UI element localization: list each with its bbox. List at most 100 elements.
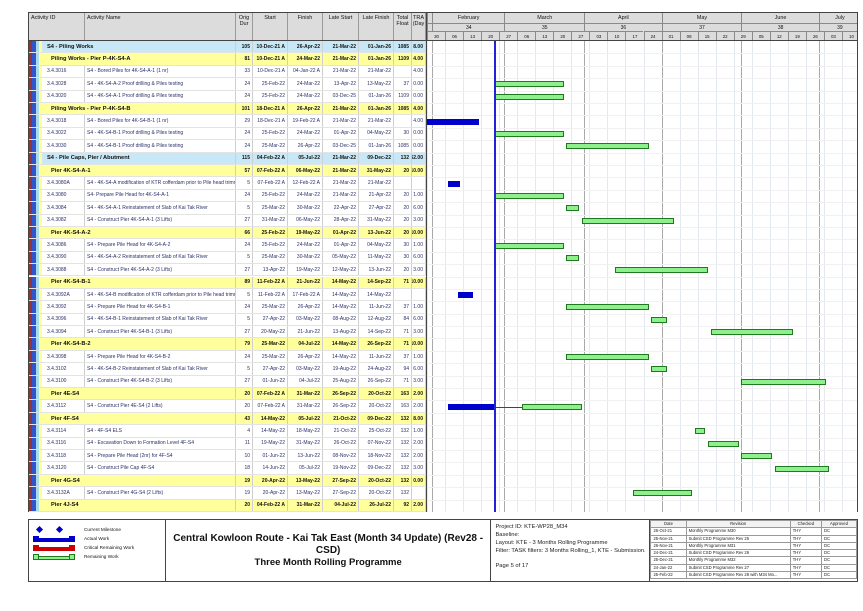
cell-late-start: 21-Mar-22 <box>323 164 359 177</box>
band-stripe <box>35 177 39 189</box>
cell-late-finish: 27-Apr-22 <box>359 202 394 214</box>
gantt-chart-area <box>426 41 857 512</box>
band-stripe <box>32 251 36 264</box>
timeline-month-label: March <box>504 13 584 23</box>
band-stripe <box>29 326 33 338</box>
revision-row: 25-Dec-21 Monthly Programme M32 THY DC <box>650 556 857 565</box>
group-band-stripes <box>29 78 42 90</box>
revision-column-header: Checked <box>789 520 822 529</box>
cell-start: 14-Jun-22 <box>253 462 288 474</box>
band-stripe <box>35 400 39 412</box>
band-stripe <box>29 264 33 276</box>
revision-cell: 25-Dec-21 <box>650 556 687 565</box>
band-stripe <box>32 214 36 226</box>
band-stripe <box>38 127 42 140</box>
group-band-stripes <box>29 115 42 127</box>
cell-tra: 4.00 <box>412 115 426 127</box>
cell-finish: 19-May-22 <box>288 264 323 276</box>
cell-tra: 1.00 <box>412 301 426 313</box>
cell-activity-id: 3.4.3080A <box>42 177 85 189</box>
band-stripe <box>32 127 36 140</box>
cell-activity-id: 3.4.3088 <box>42 264 85 276</box>
cell-band-name: Pier 4F-S4 <box>42 412 236 425</box>
band-stripe <box>35 450 39 462</box>
cell-total-float: 1085 <box>394 140 412 152</box>
table-row: 3.4.3088 S4 - Construct Pier 4K-S4-A-2 (3… <box>29 264 426 277</box>
table-row: 3.4.3118 S4 - Prepare Pile Head (2nr) for… <box>29 450 426 463</box>
band-stripe <box>35 363 39 375</box>
cell-late-finish: 04-May-22 <box>359 127 394 140</box>
group-band-stripes <box>29 425 42 437</box>
cell-total-float: 84 <box>394 313 412 326</box>
cell-late-finish: 01-Jan-26 <box>359 140 394 152</box>
schedule-table: Activity ID Activity Name Orig Dur Start Fin… <box>28 12 858 512</box>
table-row: 3.4.3086 S4 - Prepare Pile Head for 4K-S4… <box>29 239 426 252</box>
band-stripe <box>38 462 42 474</box>
gridline-row <box>427 338 857 340</box>
legend-bar-cap <box>69 535 75 542</box>
cell-late-start: 21-Oct-22 <box>323 412 359 425</box>
group-band-stripes <box>29 65 42 78</box>
band-stripe <box>29 214 33 226</box>
band-stripe <box>35 115 39 127</box>
cell-orig-dur: 24 <box>236 239 253 251</box>
gantt-bar-remaining <box>566 304 649 311</box>
band-stripe <box>32 65 36 78</box>
revision-cell: THY <box>789 534 822 543</box>
gantt-bar-remaining <box>494 242 564 249</box>
band-stripe <box>29 350 33 363</box>
band-stripe <box>29 78 33 90</box>
cell-late-finish: 01-Jan-26 <box>359 53 394 65</box>
revision-cell: 25-Feb-22 <box>650 571 687 580</box>
revision-header-row: Date Revision Checked Approved <box>650 520 857 529</box>
critical-work-bar-icon <box>33 543 81 552</box>
revision-cell: Monthly Programme M31 <box>685 541 791 551</box>
cell-total-float: 20 <box>394 214 412 226</box>
table-row: 3.4.3112 S4 - Construct Pier 4E-S4 (2 Lif… <box>29 400 426 413</box>
cell-activity-name: S4 - Construct Pier 4K-S4-B-1 (3 Lifts) <box>85 326 236 338</box>
legend-label: Actual Work <box>84 536 110 541</box>
cell-finish: 13-May-22 <box>288 487 323 499</box>
revision-row: 25-Feb-22 Submit CSD Programme Rev 28 wit… <box>650 571 857 580</box>
cell-total-float: 71 <box>394 276 412 288</box>
band-stripe <box>38 239 42 251</box>
cell-orig-dur: 5 <box>236 177 253 189</box>
band-stripe <box>35 53 39 65</box>
table-row: 3.4.3098 S4 - Prepare Pile Head for 4K-S4… <box>29 350 426 364</box>
cell-finish: 13-Jun-22 <box>288 450 323 462</box>
cell-activity-id: 3.4.3030 <box>42 140 85 152</box>
band-stripe <box>29 90 33 102</box>
revision-cell: DC <box>820 563 857 573</box>
group-band-stripes <box>29 202 42 214</box>
cell-late-start: 21-Mar-22 <box>323 53 359 65</box>
column-header-activity-id: Activity ID <box>29 13 85 40</box>
cell-orig-dur: 20 <box>236 400 253 412</box>
milestone-diamond-icon <box>35 525 44 534</box>
band-stripe <box>29 450 33 462</box>
gantt-bar-remaining <box>695 428 706 435</box>
cell-activity-name: S4 - Construct Pier 4K-S4-B-2 (3 Lifts) <box>85 375 236 388</box>
cell-start: 18-Dec-21 A <box>253 102 288 115</box>
band-stripe <box>35 251 39 264</box>
cell-activity-id: 3.4.3102 <box>42 363 85 375</box>
table-row: 3.4.3028 S4 - 4K-S4-A-2 Proof drilling & … <box>29 78 426 91</box>
cell-total-float: 71 <box>394 338 412 350</box>
gantt-bar-actual <box>427 118 479 125</box>
group-band-stripes <box>29 450 42 462</box>
band-stripe <box>38 90 42 102</box>
cell-total-float: 1109 <box>394 53 412 65</box>
group-band-stripes <box>29 102 42 115</box>
cell-tra: 10.00 <box>412 226 426 239</box>
band-stripe <box>29 425 33 437</box>
band-stripe <box>35 487 39 499</box>
column-header-activity-name: Activity Name <box>85 13 236 40</box>
gantt-bar-remaining <box>651 366 667 373</box>
cell-tra: 8.00 <box>412 41 426 53</box>
group-band-stripes <box>29 437 42 450</box>
band-stripe <box>38 338 42 350</box>
revision-cell: THY <box>789 563 822 573</box>
cell-late-start: 26-Sep-22 <box>323 388 359 400</box>
cell-late-finish: 31-May-22 <box>359 214 394 226</box>
band-stripe <box>32 239 36 251</box>
cell-start: 14-May-22 <box>253 412 288 425</box>
